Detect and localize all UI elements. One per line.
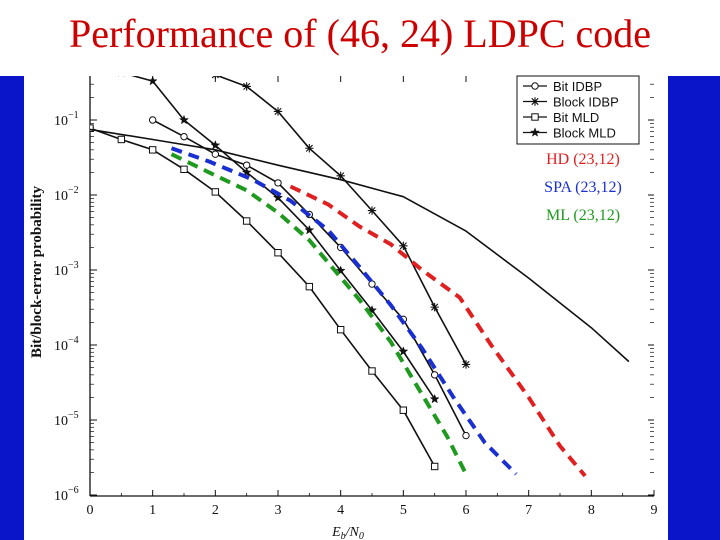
- data-point: [148, 116, 157, 124]
- annotation-label: SPA (23,12): [544, 179, 622, 196]
- data-point: [305, 282, 314, 291]
- data-point: [529, 127, 541, 137]
- data-point: [367, 206, 377, 215]
- left-decorative-bar: [0, 76, 24, 540]
- legend-label: Block IDBP: [553, 95, 619, 110]
- data-point: [368, 367, 376, 375]
- data-point: [117, 135, 126, 144]
- right-decorative-bar: [668, 76, 720, 540]
- data-point: [368, 280, 376, 288]
- annotation-label: ML (23,12): [546, 207, 620, 224]
- series-line: [90, 127, 436, 467]
- x-tick-label: 7: [525, 503, 532, 518]
- series-block-mld-trend: [90, 128, 630, 363]
- legend-label: Bit IDBP: [553, 79, 602, 94]
- series-line: [289, 184, 587, 478]
- data-point: [399, 406, 408, 414]
- data-point: [530, 97, 540, 106]
- data-point: [304, 224, 315, 235]
- x-tick-label: 9: [651, 503, 658, 518]
- slide-title: Performance of (46, 24) LDPC code: [68, 11, 652, 56]
- data-point: [211, 76, 219, 80]
- data-point: [273, 107, 283, 116]
- x-tick-label: 4: [337, 503, 344, 518]
- series-spa-23-12: [170, 146, 518, 476]
- series-line: [170, 146, 518, 476]
- x-tick-label: 0: [87, 503, 94, 518]
- data-point: [148, 50, 156, 58]
- data-point: [211, 188, 220, 196]
- x-tick-label: 2: [212, 503, 219, 518]
- data-point: [148, 146, 157, 154]
- data-point: [180, 62, 188, 70]
- series-layer: [86, 32, 630, 478]
- data-point: [274, 179, 282, 187]
- data-point: [86, 32, 94, 40]
- data-point: [305, 144, 314, 153]
- data-point: [147, 76, 158, 86]
- data-point: [90, 124, 94, 132]
- data-point: [430, 462, 439, 471]
- chart-background: [28, 76, 668, 540]
- axes-layer: 0 1 2 3 4 5 6 7 8 9 10−1 10−2 10−3 10−4 10−5 10−6: [54, 76, 658, 518]
- y-tick-label: 10−2: [54, 185, 79, 204]
- annotation-label: HD (23,12): [546, 151, 620, 168]
- data-point: [336, 171, 345, 181]
- y-tick-label: 10−1: [54, 110, 79, 129]
- x-tick-label: 3: [275, 503, 282, 518]
- data-point: [429, 393, 440, 404]
- data-point: [180, 165, 188, 174]
- data-point: [336, 325, 345, 334]
- data-point: [242, 217, 251, 225]
- y-tick-label: 10−6: [54, 485, 79, 504]
- annotations: HD (23,12) SPA (23,12) ML (23,12): [544, 151, 622, 224]
- data-point: [241, 167, 252, 177]
- data-point: [430, 371, 439, 379]
- data-point: [210, 139, 221, 150]
- x-tick-label: 8: [588, 503, 595, 518]
- series-line: [170, 152, 468, 475]
- y-tick-label: 10−5: [54, 410, 79, 429]
- data-point: [178, 114, 190, 125]
- series-block-idbp: [86, 32, 471, 369]
- data-point: [118, 76, 125, 77]
- data-point: [211, 150, 220, 158]
- y-axis-label: Bit/block-error probability: [29, 185, 45, 358]
- data-point: [117, 42, 125, 50]
- data-point: [531, 113, 539, 121]
- legend-label: Block MLD: [553, 126, 616, 141]
- data-point: [335, 265, 346, 275]
- data-point: [399, 241, 408, 251]
- data-point: [398, 346, 409, 356]
- y-tick-label: 10−4: [54, 335, 79, 354]
- x-tick-label: 5: [400, 503, 407, 518]
- x-tick-label: 6: [463, 503, 470, 518]
- data-point: [461, 360, 471, 369]
- data-point: [430, 302, 439, 312]
- data-point: [531, 82, 539, 90]
- x-axis-label: Eb/N0: [331, 525, 364, 540]
- series-bit-mld: [90, 124, 439, 471]
- series-hd-23-12: [289, 184, 587, 478]
- x-tick-label: 1: [149, 503, 156, 518]
- data-point: [274, 249, 282, 257]
- data-point: [86, 59, 95, 67]
- data-point: [272, 192, 284, 202]
- series-ml-23-12: [170, 152, 468, 475]
- legend-label: Bit MLD: [553, 110, 599, 125]
- data-point: [462, 431, 470, 440]
- y-tick-label: 10−3: [54, 260, 79, 279]
- series-line: [90, 128, 630, 363]
- data-point: [242, 82, 251, 91]
- data-point: [180, 132, 188, 141]
